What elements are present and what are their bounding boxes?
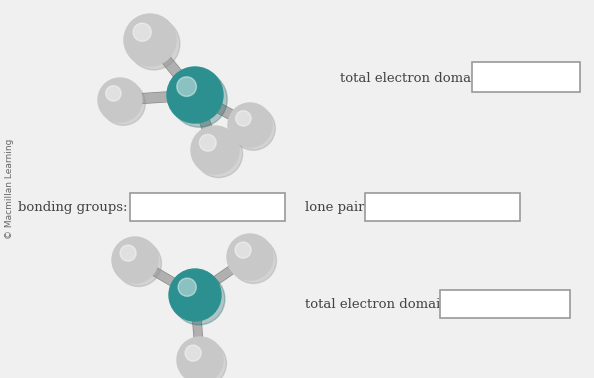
Circle shape: [128, 18, 180, 70]
Circle shape: [230, 237, 276, 284]
Circle shape: [98, 78, 142, 122]
Bar: [440, 290, 570, 318]
Circle shape: [185, 345, 201, 361]
Circle shape: [133, 23, 151, 41]
Text: total electron domains:: total electron domains:: [340, 71, 495, 85]
Circle shape: [200, 135, 216, 151]
Bar: [472, 62, 580, 92]
Bar: [365, 193, 520, 221]
Circle shape: [191, 126, 239, 174]
Circle shape: [102, 81, 146, 125]
Text: lone pairs:: lone pairs:: [305, 201, 376, 214]
Circle shape: [195, 130, 242, 178]
Circle shape: [167, 67, 223, 123]
Circle shape: [177, 77, 197, 96]
Bar: [130, 193, 285, 221]
Circle shape: [173, 273, 225, 325]
Circle shape: [231, 106, 275, 150]
Circle shape: [115, 240, 162, 287]
Circle shape: [106, 86, 121, 101]
Circle shape: [178, 278, 196, 296]
Text: © Macmillan Learning: © Macmillan Learning: [5, 139, 14, 239]
Circle shape: [236, 111, 251, 126]
Circle shape: [228, 103, 272, 147]
Circle shape: [124, 14, 176, 66]
Circle shape: [235, 242, 251, 258]
Text: bonding groups:: bonding groups:: [18, 201, 128, 214]
Circle shape: [169, 269, 221, 321]
Circle shape: [227, 234, 273, 280]
Circle shape: [112, 237, 158, 283]
Circle shape: [120, 245, 136, 261]
Circle shape: [177, 337, 223, 378]
Circle shape: [171, 71, 227, 127]
Circle shape: [181, 341, 226, 378]
Text: total electron domains:: total electron domains:: [305, 299, 460, 311]
